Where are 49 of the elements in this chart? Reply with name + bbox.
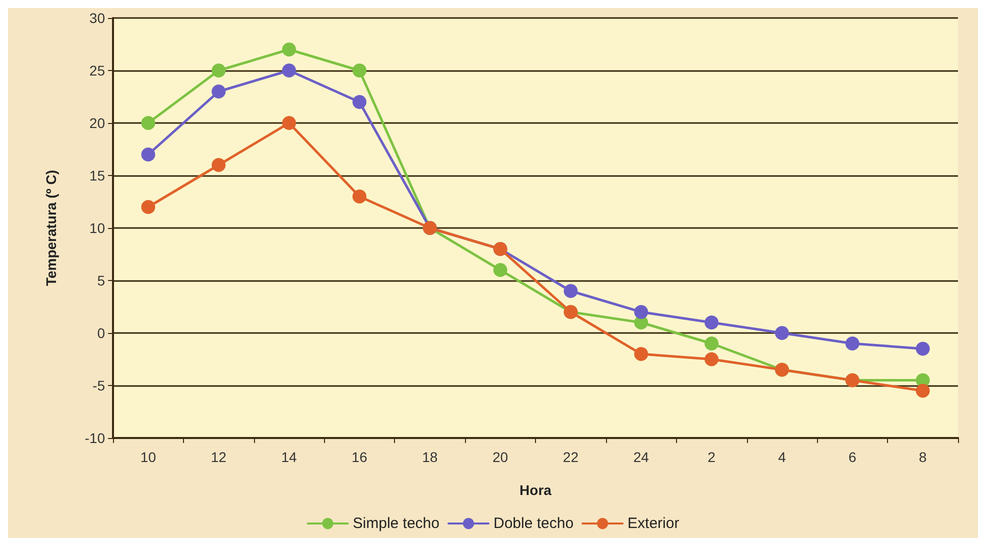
- y-tick-label: 10: [89, 220, 106, 236]
- x-tick-label: 24: [633, 449, 650, 465]
- point: [212, 64, 226, 78]
- legend-label: Exterior: [628, 515, 680, 532]
- point: [141, 148, 156, 162]
- point: [212, 84, 226, 98]
- point: [352, 95, 366, 109]
- point: [774, 326, 789, 340]
- point: [493, 263, 508, 277]
- point: [141, 200, 156, 214]
- point: [564, 284, 578, 298]
- x-tick-label: 18: [422, 449, 438, 465]
- point: [352, 64, 366, 78]
- y-tick-label: -5: [92, 378, 106, 394]
- legend-label: Simple techo: [352, 515, 440, 532]
- point: [704, 352, 719, 366]
- point: [704, 316, 719, 330]
- point: [634, 347, 648, 361]
- point: [141, 116, 156, 130]
- y-tick-label: 0: [97, 325, 106, 341]
- point: [845, 336, 860, 350]
- point: [212, 158, 226, 172]
- y-tick-label: 5: [97, 272, 106, 288]
- x-tick-label: 8: [918, 449, 927, 465]
- x-tick-label: 2: [708, 449, 716, 465]
- y-tick-label: 30: [89, 10, 106, 26]
- x-tick-label: 4: [778, 449, 786, 465]
- legend-label: Doble techo: [493, 515, 574, 532]
- point: [916, 342, 930, 356]
- y-axis-title: Temperatura (º C): [43, 170, 59, 286]
- x-tick-label: 10: [140, 449, 156, 465]
- point: [282, 42, 296, 56]
- x-tick-label: 22: [562, 449, 579, 465]
- point: [916, 384, 930, 398]
- x-axis-title: Hora: [520, 482, 552, 498]
- y-tick-label: 25: [89, 62, 106, 78]
- y-tick-label: 15: [89, 168, 106, 184]
- y-tick-label: 20: [89, 115, 106, 131]
- y-tick-label: -10: [84, 430, 106, 446]
- point: [282, 116, 296, 130]
- x-tick-label: 6: [848, 449, 856, 465]
- x-tick-label: 14: [281, 449, 298, 465]
- x-tick-label: 16: [352, 449, 368, 465]
- x-tick-label: 12: [210, 449, 227, 465]
- point: [704, 336, 719, 350]
- point: [352, 190, 366, 204]
- point: [282, 64, 296, 78]
- x-tick-label: 20: [492, 449, 508, 465]
- point: [634, 305, 648, 319]
